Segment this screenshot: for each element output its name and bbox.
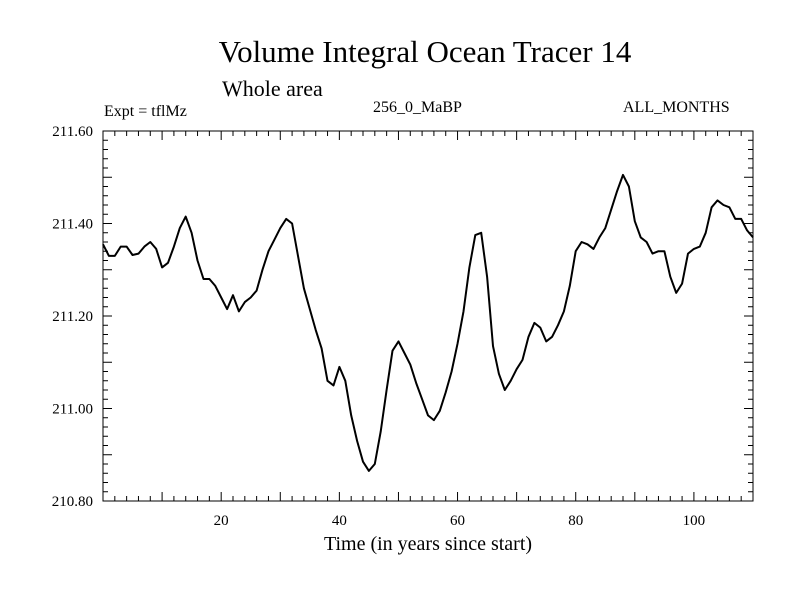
tick-labels: 20 40 60 80 100 210.80 211.00 211.20 211.40 211.6… (52, 124, 705, 529)
period-label: ALL_MONTHS (623, 99, 730, 116)
x-tick-label: 60 (450, 513, 465, 529)
y-tick-label: 211.40 (52, 217, 93, 233)
y-tick-label: 211.20 (52, 309, 93, 325)
run-label: 256_0_MaBP (373, 99, 462, 116)
axis-ticks (103, 131, 753, 501)
plot-frame (102, 130, 754, 502)
chart-title: Volume Integral Ocean Tracer 14 (218, 34, 632, 69)
chart-subtitle: Whole area (222, 76, 323, 101)
x-axis-label: Time (in years since start) (323, 533, 533, 555)
series-line (102, 173, 754, 472)
y-tick-label: 211.60 (52, 124, 93, 140)
x-tick-label: 100 (683, 513, 706, 529)
experiment-label: Expt = tflMz (104, 103, 187, 120)
x-tick-label: 40 (332, 513, 347, 529)
x-tick-label: 80 (568, 513, 583, 529)
x-tick-label: 20 (214, 513, 229, 529)
y-tick-label: 210.80 (52, 494, 93, 510)
y-tick-label: 211.00 (52, 402, 93, 418)
